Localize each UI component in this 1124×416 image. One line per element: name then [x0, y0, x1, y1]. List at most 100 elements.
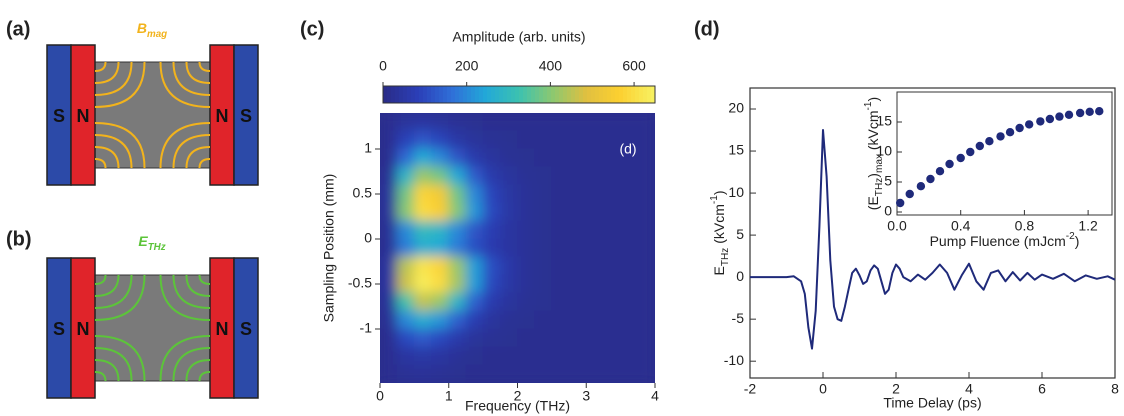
colorbar-slice [383, 86, 388, 103]
magnet-label: N [77, 106, 90, 126]
heatmap-cell [465, 130, 484, 150]
x-tick-label: 1 [445, 388, 453, 404]
field-line [198, 158, 211, 169]
heatmap-cell [517, 202, 536, 222]
field-line [172, 347, 211, 382]
heatmap-cell [534, 238, 553, 258]
heatmap-cell [534, 256, 553, 276]
data-point [1075, 108, 1085, 118]
field-line [94, 122, 146, 169]
heatmap-cell [396, 238, 415, 258]
label-part: (E [865, 196, 881, 210]
heatmap-cell [431, 238, 450, 258]
heatmap-cell [568, 184, 587, 204]
heatmap-cell [568, 202, 587, 222]
heatmap-cell [551, 238, 570, 258]
colorbar-slice [623, 86, 628, 103]
colorbar-slice [395, 86, 400, 103]
colorbar-slice [555, 86, 560, 103]
colorbar-slice [391, 86, 396, 103]
x-tick-label: 0 [819, 381, 827, 397]
colorbar-slice [387, 86, 392, 103]
heatmap-cell [380, 184, 398, 204]
field-subscript: THz [148, 242, 166, 253]
heatmap-cell [431, 148, 450, 168]
heatmap-cell [551, 202, 570, 222]
heatmap-cell [413, 148, 433, 168]
y-tick-label: 0.5 [353, 185, 373, 201]
heatmap-cell [551, 166, 570, 186]
heatmap-cell [413, 130, 433, 150]
data-point [1024, 120, 1034, 129]
heatmap-cell [637, 148, 655, 168]
y-tick-label: 5 [884, 173, 892, 189]
heatmap-cell [620, 220, 639, 240]
heatmap-cell [568, 113, 587, 132]
colorbar-slice [459, 86, 464, 103]
colorbar-slice [579, 86, 584, 103]
colorbar-slice [547, 86, 552, 103]
x-tick-label: 3 [582, 388, 590, 404]
heatmap-cell [620, 148, 639, 168]
heatmap-cell [534, 328, 553, 348]
heatmap-cell [413, 113, 433, 132]
label-part: ) [1075, 233, 1080, 249]
heatmap-cell [380, 292, 398, 312]
x-axis-label: Frequency (THz) [465, 398, 570, 414]
heatmap-cell [396, 184, 415, 204]
field-lines [94, 274, 211, 382]
data-point [926, 174, 935, 184]
heatmap-cell [431, 166, 450, 186]
heatmap-cell [551, 364, 570, 383]
label-part: ) [865, 97, 881, 102]
x-axis-label: Time Delay (ps) [883, 395, 981, 411]
x-tick-label: 0.4 [951, 218, 971, 234]
heatmap-cell [585, 238, 604, 258]
colorbar-slice [611, 86, 616, 103]
data-point [895, 198, 905, 208]
heatmap-cell [602, 184, 622, 204]
heatmap-cell [602, 346, 622, 366]
data-point [1095, 107, 1104, 116]
heatmap-cell [551, 130, 570, 150]
heatmap-cell [534, 220, 553, 240]
heatmap-cell [551, 346, 570, 366]
heatmap-cell [517, 274, 536, 294]
field-line [94, 61, 146, 108]
colorbar-slice [631, 86, 636, 103]
heatmap-cell [482, 328, 501, 348]
heatmap-cell [413, 166, 433, 186]
colorbar-slice [483, 86, 488, 103]
field-line [185, 359, 211, 382]
heatmap-cell [637, 346, 655, 366]
field-subscript: mag [147, 29, 167, 40]
label-part: ) [711, 190, 727, 195]
y-tick-label: 10 [728, 184, 744, 200]
heatmap-cell [568, 130, 587, 150]
colorbar-slice [639, 86, 644, 103]
magnet [46, 44, 72, 186]
colorbar-slice [419, 86, 424, 103]
heatmap-cell [602, 202, 622, 222]
heatmap-cell [499, 184, 518, 204]
heatmap-cell [465, 292, 484, 312]
colorbar-slice [467, 86, 472, 103]
heatmap-cell [585, 113, 604, 132]
heatmap-cell [568, 148, 587, 168]
data-point [1055, 112, 1064, 121]
field-label: Bmag [137, 20, 167, 40]
heatmap-cell [637, 274, 655, 294]
heatmap-cell [585, 220, 604, 240]
heatmap-cell [499, 346, 518, 366]
heatmap-cell [413, 292, 433, 312]
colorbar-slice [575, 86, 580, 103]
heatmap-cell [534, 310, 553, 330]
heatmap-cell [602, 238, 622, 258]
heatmap-cell [620, 238, 639, 258]
heatmap-cell [482, 346, 501, 366]
heatmap-cell [396, 148, 415, 168]
label-part: THz [874, 178, 885, 196]
heatmap-cell [620, 202, 639, 222]
heatmap-cell [602, 220, 622, 240]
y-tick-label: -5 [732, 310, 745, 326]
